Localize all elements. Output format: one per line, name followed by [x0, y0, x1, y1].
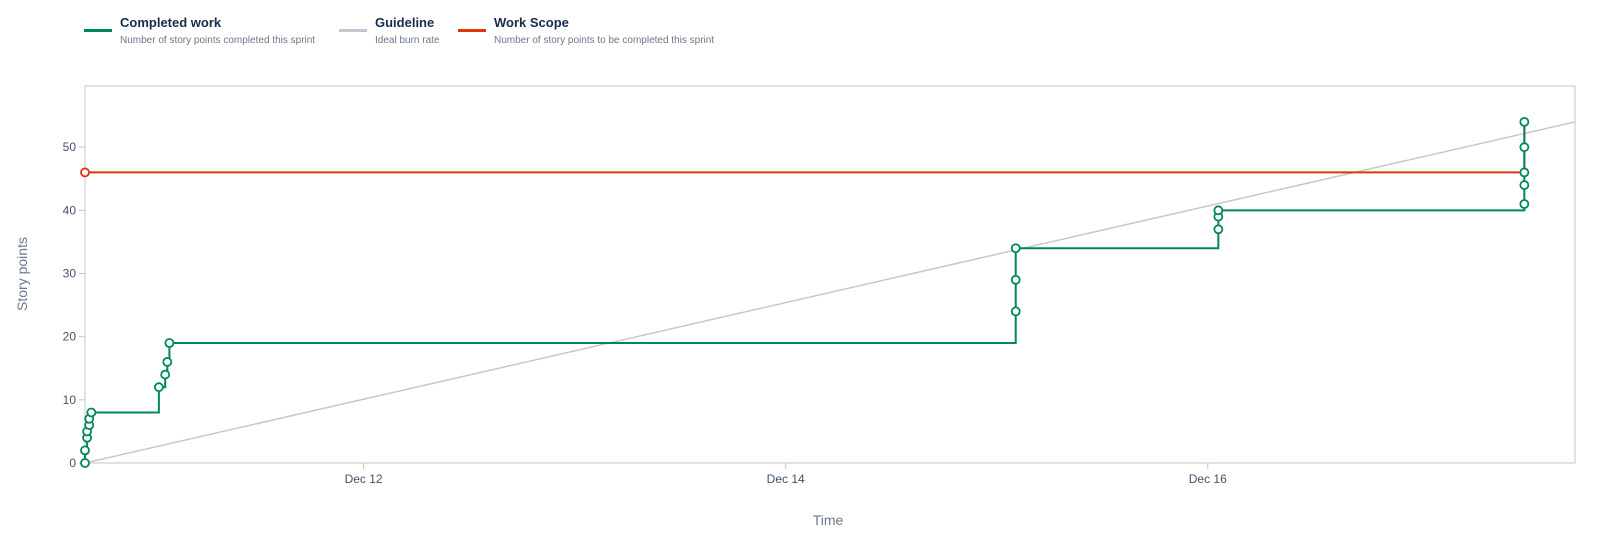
y-tick-label: 20	[63, 330, 77, 344]
x-tick-label: Dec 12	[345, 472, 383, 486]
data-point-completed-work[interactable]	[1010, 243, 1021, 254]
y-tick-label: 10	[63, 393, 77, 407]
data-point-completed-work[interactable]	[160, 369, 171, 380]
legend-description: Ideal burn rate	[375, 35, 440, 46]
x-tick-label: Dec 16	[1189, 472, 1227, 486]
legend-description: Number of story points to be completed t…	[494, 35, 715, 46]
data-point-completed-work[interactable]	[1010, 274, 1021, 285]
legend-swatch-completed-work	[84, 29, 112, 32]
legend-name: Completed work	[120, 15, 222, 30]
data-point-completed-work[interactable]	[86, 407, 97, 418]
y-tick-label: 50	[63, 140, 77, 154]
series-line-guideline	[84, 121, 1576, 464]
data-point-completed-work[interactable]	[80, 445, 90, 456]
legend-swatch-guideline	[339, 29, 367, 32]
data-point-work-scope[interactable]	[80, 167, 90, 178]
legend-swatch-work-scope	[458, 29, 486, 32]
y-tick-label: 40	[63, 203, 77, 217]
legend-description: Number of story points completed this sp…	[120, 35, 316, 46]
data-point-completed-work[interactable]	[1519, 199, 1530, 209]
data-point-completed-work[interactable]	[153, 382, 164, 393]
data-point-completed-work[interactable]	[1213, 224, 1224, 235]
legend-name: Guideline	[375, 15, 435, 30]
y-axis-title: Story points	[14, 237, 30, 311]
data-point-completed-work[interactable]	[164, 338, 175, 348]
data-point-completed-work[interactable]	[1519, 180, 1530, 190]
data-point-completed-work[interactable]	[1213, 205, 1224, 216]
data-point-completed-work[interactable]	[80, 458, 90, 468]
data-point-completed-work[interactable]	[1519, 142, 1530, 153]
y-axis: 0 10 20 30 40 50	[63, 140, 85, 470]
data-point-completed-work[interactable]	[1519, 117, 1530, 127]
x-axis: Dec 12 Dec 14 Dec 16	[345, 463, 1227, 486]
x-tick-label: Dec 14	[767, 472, 805, 486]
data-point-completed-work[interactable]	[1010, 306, 1021, 317]
data-point-completed-work[interactable]	[1519, 167, 1530, 178]
series-layer	[80, 117, 1576, 468]
data-point-completed-work[interactable]	[162, 357, 173, 367]
legend-name: Work Scope	[494, 15, 569, 30]
y-tick-label: 0	[69, 456, 76, 470]
x-axis-title: Time	[813, 512, 844, 528]
y-tick-label: 30	[63, 267, 77, 281]
plot-area-frame	[84, 85, 1576, 464]
